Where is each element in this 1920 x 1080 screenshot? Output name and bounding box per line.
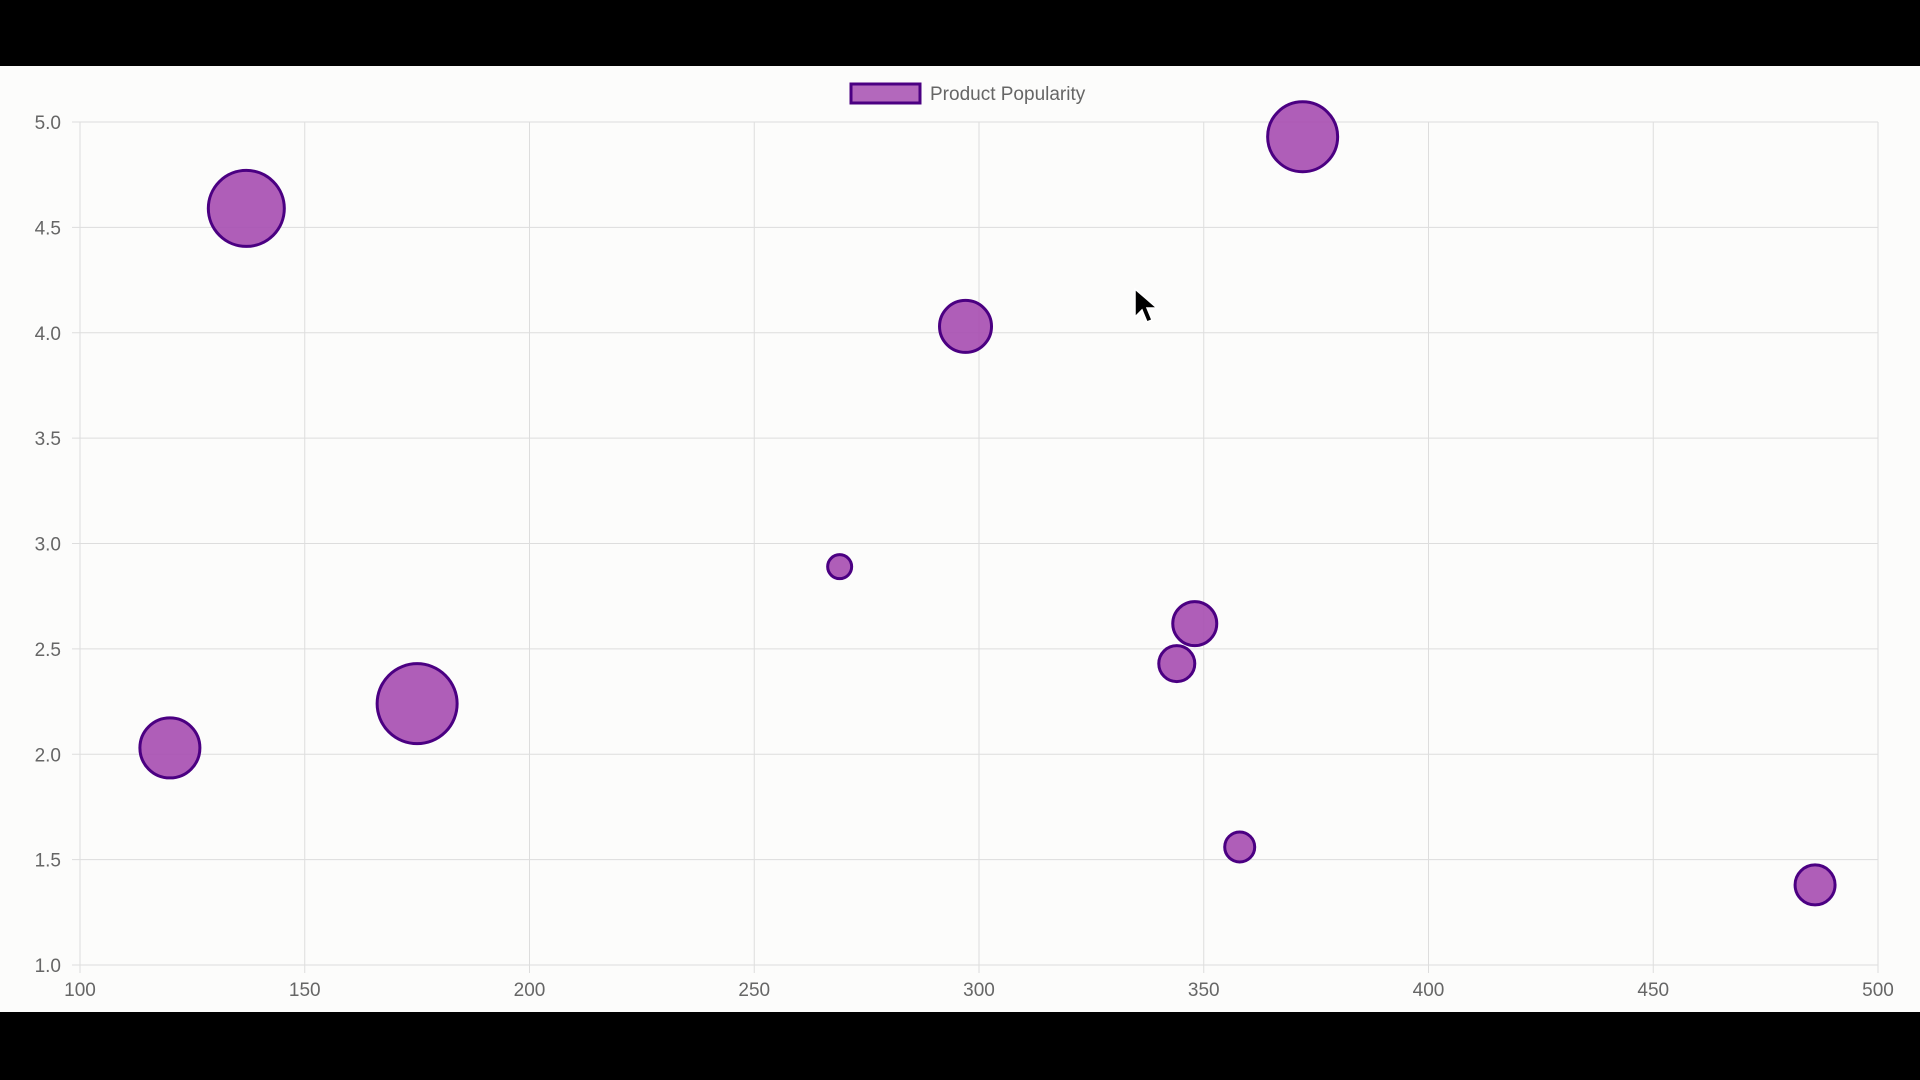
bubble-point[interactable] bbox=[1793, 863, 1837, 907]
bubble-point[interactable] bbox=[938, 298, 994, 354]
x-tick-label: 100 bbox=[64, 980, 96, 1001]
x-tick-label: 150 bbox=[289, 980, 321, 1001]
x-tick-label: 400 bbox=[1413, 980, 1445, 1001]
y-tick-label: 3.0 bbox=[35, 535, 61, 556]
bubble-point[interactable] bbox=[138, 716, 202, 780]
bubble-point[interactable] bbox=[206, 168, 286, 248]
x-tick-label: 350 bbox=[1188, 980, 1220, 1001]
bubble-chart: Product Popularity 100 150 200 250 300 350 400… bbox=[35, 82, 1894, 1001]
y-tick-label: 2.0 bbox=[35, 745, 61, 766]
y-tick-label: 4.5 bbox=[35, 218, 61, 239]
y-tick-label: 5.0 bbox=[35, 113, 61, 134]
y-tick-label: 4.0 bbox=[35, 324, 61, 345]
x-tick-label: 300 bbox=[963, 980, 995, 1001]
y-axis-ticks: 1.0 1.5 2.0 2.5 3.0 3.5 4.0 4.5 5.0 bbox=[35, 113, 61, 977]
grid bbox=[72, 121, 1879, 973]
bubble-point[interactable] bbox=[1157, 644, 1197, 684]
y-tick-label: 2.5 bbox=[35, 640, 61, 661]
chart-area: Product Popularity 100 150 200 250 300 350 400… bbox=[0, 66, 1920, 1012]
x-tick-label: 500 bbox=[1862, 980, 1894, 1001]
y-tick-label: 3.5 bbox=[35, 429, 61, 450]
bubble-point[interactable] bbox=[1171, 600, 1219, 648]
x-tick-label: 450 bbox=[1637, 980, 1669, 1001]
bubble-point[interactable] bbox=[375, 662, 459, 746]
mouse-cursor-icon bbox=[1134, 287, 1160, 323]
bubble-point[interactable] bbox=[826, 553, 854, 581]
legend-swatch bbox=[849, 82, 922, 105]
bubble-point[interactable] bbox=[1266, 100, 1340, 174]
x-axis-ticks: 100 150 200 250 300 350 400 450 500 bbox=[64, 980, 1894, 1001]
bubble-point[interactable] bbox=[1223, 830, 1257, 864]
bubbles bbox=[138, 100, 1837, 907]
legend[interactable]: Product Popularity bbox=[849, 82, 1086, 105]
legend-label: Product Popularity bbox=[930, 84, 1086, 105]
y-tick-label: 1.0 bbox=[35, 956, 61, 977]
x-tick-label: 250 bbox=[738, 980, 770, 1001]
y-tick-label: 1.5 bbox=[35, 851, 61, 872]
x-tick-label: 200 bbox=[514, 980, 546, 1001]
